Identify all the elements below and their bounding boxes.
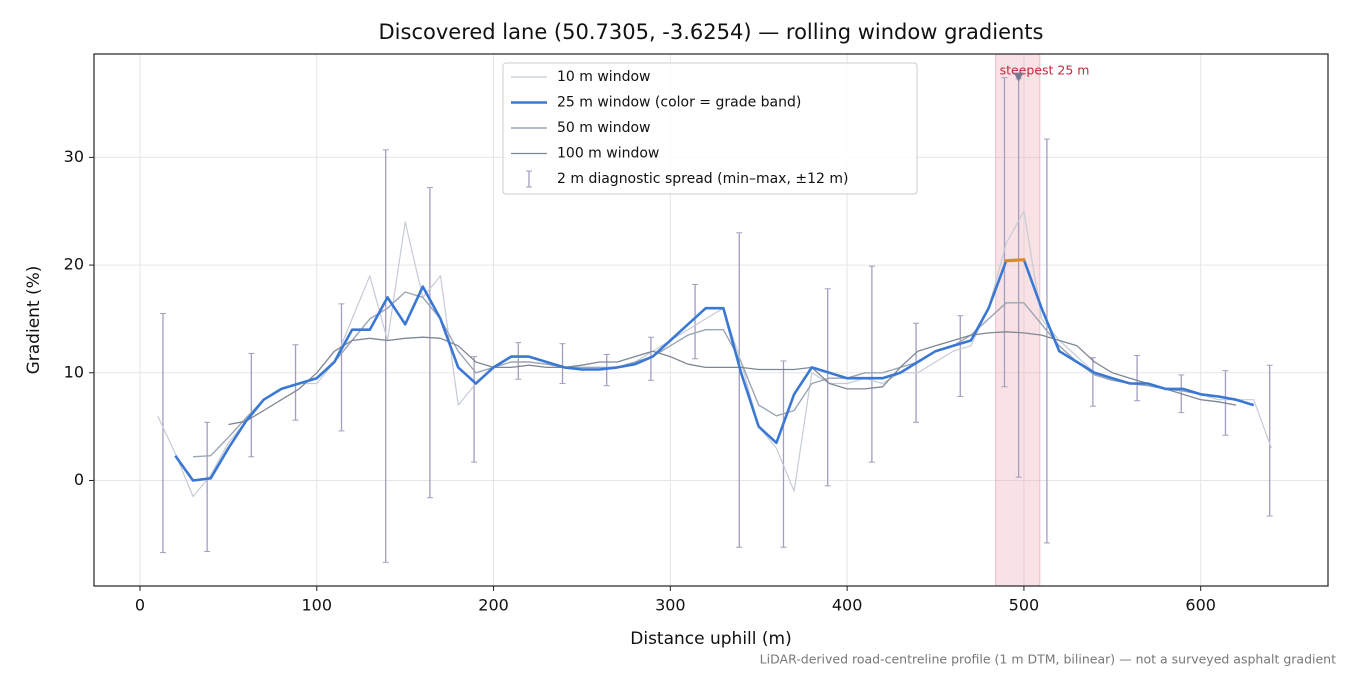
y-tick-label: 0 xyxy=(74,470,84,489)
series-line xyxy=(192,291,1237,458)
series-line xyxy=(174,258,1255,482)
error-bar xyxy=(692,283,699,360)
error-bar xyxy=(204,421,211,553)
error-bar xyxy=(1089,357,1096,407)
x-tick-label: 100 xyxy=(301,596,332,615)
plot-frame xyxy=(93,53,1329,587)
error-bar xyxy=(1043,138,1050,544)
error-bar xyxy=(338,303,345,432)
grade-band-segment xyxy=(1004,258,1026,263)
legend-label: 10 m window xyxy=(557,69,650,85)
error-bar xyxy=(1001,77,1008,388)
error-bar xyxy=(1266,364,1273,517)
x-tick-label: 400 xyxy=(832,596,863,615)
error-bar xyxy=(824,288,831,487)
error-bar xyxy=(426,187,433,499)
peak-marker xyxy=(1013,72,1024,82)
error-bar xyxy=(736,232,743,548)
error-bar xyxy=(471,356,478,463)
footnote: LiDAR-derived road-centreline profile (1… xyxy=(760,652,1336,667)
error-bar xyxy=(1134,355,1141,402)
x-tick-label: 0 xyxy=(135,596,145,615)
highlight-band xyxy=(995,53,1041,587)
x-tick-label: 600 xyxy=(1185,596,1216,615)
highlight-label: steepest 25 m xyxy=(1000,63,1090,78)
series-line xyxy=(228,331,1237,426)
error-bar xyxy=(248,352,255,458)
legend-label: 100 m window xyxy=(557,146,659,162)
y-tick-label: 10 xyxy=(64,362,84,381)
error-bar xyxy=(603,353,610,387)
series-line xyxy=(157,210,1272,498)
x-tick-label: 500 xyxy=(1009,596,1040,615)
error-bar xyxy=(515,342,522,380)
chart-title: Discovered lane (50.7305, -3.6254) — rol… xyxy=(379,20,1044,44)
error-bar xyxy=(957,315,964,397)
legend-box xyxy=(502,62,918,195)
legend-label: 2 m diagnostic spread (min–max, ±12 m) xyxy=(557,171,848,187)
error-bar xyxy=(292,344,299,421)
x-axis-label: Distance uphill (m) xyxy=(630,629,791,649)
error-bar xyxy=(382,149,389,563)
error-bar xyxy=(868,265,875,463)
x-tick-label: 200 xyxy=(478,596,509,615)
error-bar xyxy=(780,360,787,548)
y-tick-label: 20 xyxy=(64,255,84,274)
y-tick-label: 30 xyxy=(64,147,84,166)
error-bar xyxy=(559,343,566,385)
x-tick-label: 300 xyxy=(655,596,686,615)
legend-label: 25 m window (color = grade band) xyxy=(557,95,801,111)
legend-label: 50 m window xyxy=(557,120,650,136)
error-bar xyxy=(159,313,166,554)
y-axis-label: Gradient (%) xyxy=(24,266,44,375)
